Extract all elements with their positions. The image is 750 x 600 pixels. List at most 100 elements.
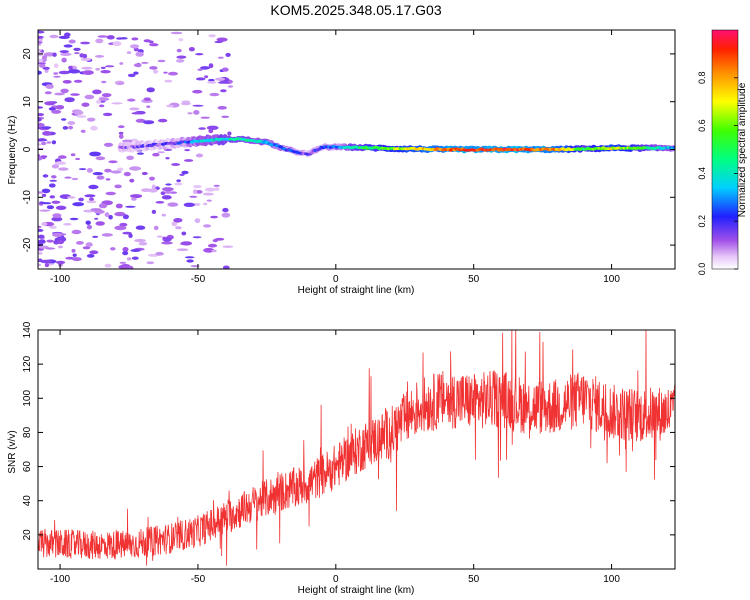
noise-blob	[143, 97, 151, 101]
noise-blob	[149, 176, 155, 181]
noise-blob	[70, 93, 80, 96]
y-tick-label: 100	[22, 390, 33, 407]
noise-blob	[46, 239, 54, 243]
noise-blob	[153, 69, 159, 74]
spectrogram-xlabel: Height of straight line (km)	[298, 285, 415, 296]
noise-blob	[164, 190, 172, 194]
noise-blob	[63, 223, 72, 226]
noise-blob	[38, 70, 42, 75]
noise-blob	[165, 157, 170, 160]
noise-blob	[68, 65, 73, 70]
noise-blob	[130, 194, 143, 199]
noise-blob	[51, 140, 57, 145]
noise-blob	[203, 247, 215, 253]
noise-blob	[104, 263, 112, 268]
noise-blob	[84, 194, 96, 198]
noise-blob	[61, 118, 67, 121]
noise-blob	[180, 241, 193, 246]
noise-blob	[160, 191, 166, 196]
noise-blob	[146, 105, 151, 108]
noise-blob	[58, 70, 71, 75]
noise-blob	[187, 112, 193, 115]
noise-blob	[71, 248, 76, 253]
noise-blob	[176, 248, 189, 251]
noise-blob	[41, 188, 51, 194]
noise-blob	[46, 141, 52, 144]
ridge-cell	[672, 146, 675, 149]
noise-blob	[72, 253, 77, 257]
noise-blob	[114, 225, 127, 231]
noise-blob	[75, 157, 80, 161]
noise-blob	[131, 112, 141, 115]
noise-blob	[173, 218, 183, 223]
noise-blob	[95, 67, 101, 71]
noise-blob	[166, 104, 174, 108]
noise-blob	[214, 40, 223, 44]
noise-blob	[183, 202, 195, 207]
x-tick-label: 0	[333, 274, 339, 285]
noise-blob	[195, 190, 203, 194]
noise-blob	[149, 66, 158, 70]
noise-blob	[129, 178, 135, 183]
noise-blob	[51, 200, 61, 204]
noise-blob	[73, 79, 83, 83]
snr-xlabel: Height of straight line (km)	[298, 585, 415, 596]
noise-blob	[38, 122, 45, 128]
noise-blob	[155, 251, 164, 256]
noise-blob	[38, 143, 42, 146]
colorbar-tick-label: 0.2	[697, 215, 707, 228]
noise-blob	[56, 260, 66, 265]
y-tick-label: 40	[22, 495, 33, 507]
noise-blob	[82, 246, 91, 250]
noise-blob	[42, 66, 50, 70]
noise-blob	[208, 34, 216, 38]
noise-blob	[176, 59, 185, 63]
noise-blob	[195, 153, 204, 158]
noise-blob	[208, 63, 214, 69]
noise-blob	[41, 155, 46, 160]
noise-blob	[92, 235, 99, 238]
noise-blob	[206, 199, 212, 202]
noise-blob	[49, 34, 59, 39]
noise-blob	[80, 129, 86, 133]
y-tick-label: -10	[22, 190, 33, 205]
noise-blob	[41, 141, 47, 146]
noise-blob	[95, 156, 106, 161]
noise-blob	[133, 63, 142, 68]
noise-blob	[189, 195, 198, 198]
noise-blob	[128, 233, 133, 238]
noise-blob	[86, 254, 95, 258]
noise-blob	[138, 241, 148, 246]
noise-blob	[39, 209, 51, 212]
noise-blob	[117, 82, 125, 85]
noise-blob	[69, 217, 79, 221]
noise-blob	[192, 104, 204, 107]
noise-blob	[168, 71, 178, 76]
noise-blob	[68, 39, 76, 44]
noise-blob	[86, 168, 93, 173]
noise-blob	[131, 256, 139, 260]
noise-blob	[46, 205, 55, 210]
noise-blob	[114, 211, 126, 217]
noise-blob	[122, 251, 129, 256]
noise-blob	[49, 179, 58, 182]
noise-blob	[78, 197, 84, 202]
noise-blob	[81, 102, 90, 107]
noise-blob	[114, 184, 122, 189]
noise-blob	[108, 214, 113, 220]
noise-blob	[92, 89, 102, 95]
noise-blob	[84, 209, 92, 213]
noise-blob	[101, 233, 113, 237]
noise-blob	[208, 129, 214, 134]
noise-blob	[64, 97, 75, 103]
noise-blob	[84, 94, 95, 100]
noise-blob	[221, 115, 230, 119]
noise-blob	[85, 242, 93, 247]
noise-blob	[42, 174, 49, 178]
noise-blob	[38, 113, 44, 117]
noise-blob	[126, 51, 132, 54]
noise-blob	[209, 92, 220, 97]
y-tick-label: 120	[22, 355, 33, 372]
noise-blob	[89, 197, 94, 202]
